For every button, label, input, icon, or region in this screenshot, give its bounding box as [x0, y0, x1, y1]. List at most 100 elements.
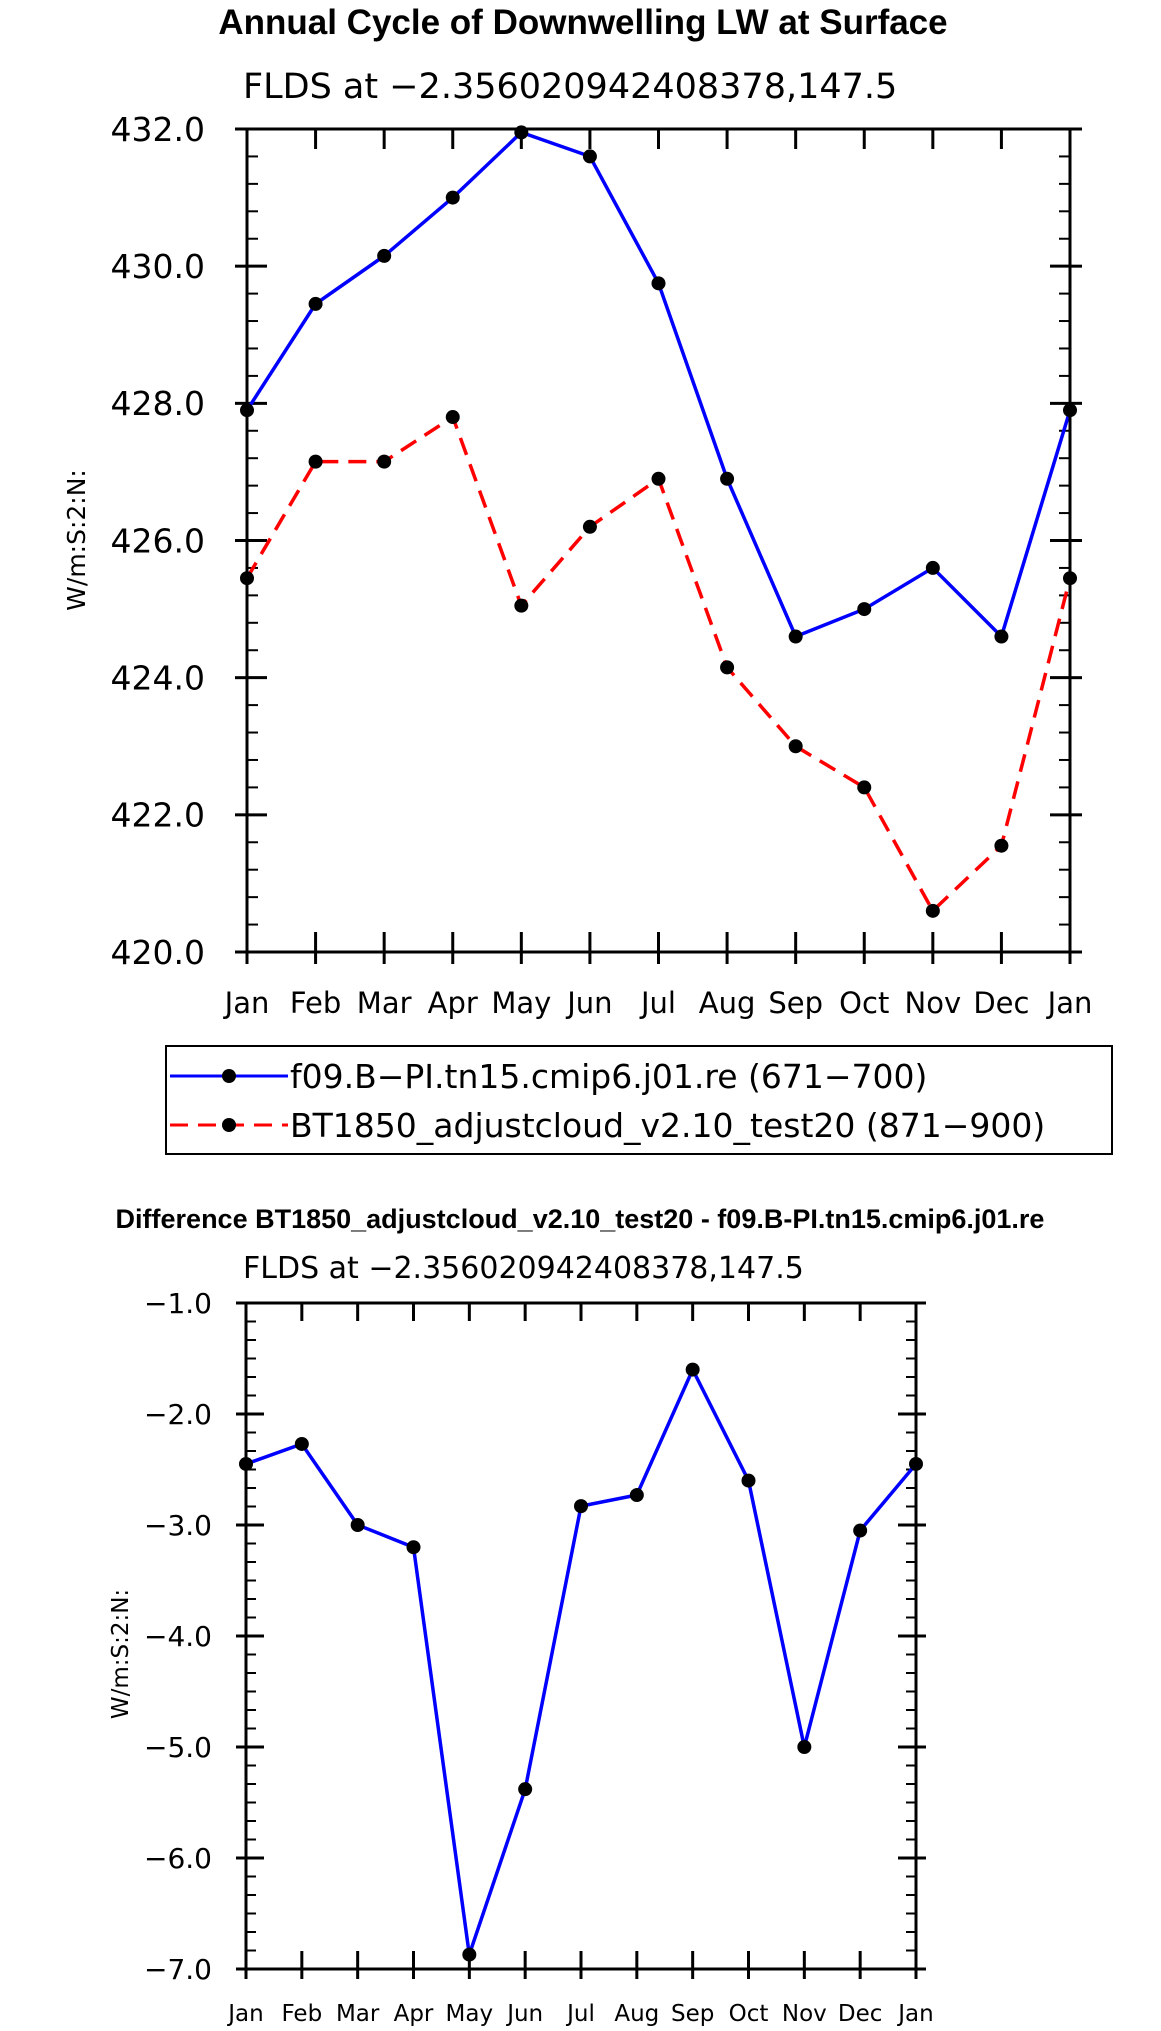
chart2-y-tick-label: −4.0 [144, 1620, 212, 1653]
chart2-series-1-point [741, 1473, 756, 1488]
legend-marker-series-1 [222, 1069, 236, 1083]
chart1-plot-frame [245, 127, 1072, 954]
chart1-series-2-point [994, 838, 1009, 853]
annual-cycle-chart: Annual Cycle of Downwelling LW at Surfac… [62, 3, 1113, 1155]
chart1-x-tick-label: Nov [905, 986, 962, 1020]
chart2-y-tick-label: −5.0 [144, 1731, 212, 1764]
chart2-x-tick-label: Feb [281, 2001, 322, 2027]
chart1-x-tick-label: Jan [223, 986, 270, 1020]
chart1-series-2-point [377, 454, 392, 469]
chart2-x-tick-label: Jul [565, 2001, 595, 2027]
legend-label-series-2: BT1850_adjustcloud_v2.10_test20 (871−900… [290, 1106, 1045, 1145]
chart1-series-1-point [857, 602, 872, 617]
chart1-y-tick-label: 428.0 [111, 384, 205, 423]
chart1-x-tick-label: Jul [639, 986, 676, 1020]
chart1-series-2-point [582, 519, 597, 534]
chart2-title: Difference BT1850_adjustcloud_v2.10_test… [116, 1204, 1045, 1234]
difference-chart: Difference BT1850_adjustcloud_v2.10_test… [108, 1204, 1044, 2027]
chart2-series-1-point [518, 1782, 533, 1797]
chart2-series-1-point [350, 1518, 365, 1532]
chart1-tick-marks [235, 127, 1082, 964]
chart2-series-1-point [462, 1947, 477, 1962]
chart1-series-1-point [925, 560, 940, 575]
chart1-series-1-point [582, 149, 597, 164]
chart1-x-tick-label: Mar [357, 986, 412, 1020]
chart1-y-tick-label: 430.0 [111, 247, 205, 286]
chart1-series-1-point [651, 276, 666, 291]
chart2-x-tick-label: Sep [671, 2001, 714, 2027]
chart2-y-tick-label: −2.0 [144, 1398, 212, 1431]
chart1-x-tick-label: Feb [290, 986, 341, 1020]
chart1-y-tick-labels: 420.0 422.0 424.0 426.0 428.0 430.0 432.0 [111, 110, 205, 972]
chart2-x-tick-label: Dec [838, 2001, 883, 2027]
chart2-y-tick-label: −6.0 [144, 1842, 212, 1875]
chart1-ylabel: W/m:S:2:N: [62, 469, 91, 611]
chart1-series-line-2 [245, 414, 1072, 914]
chart2-x-tick-label: Nov [782, 2001, 827, 2027]
chart2-x-tick-label: Oct [729, 2001, 769, 2027]
chart1-series-2-point [720, 660, 735, 675]
chart2-series-line-1 [245, 1365, 918, 1956]
chart2-series [239, 1362, 923, 1962]
chart1-series-1-point [994, 629, 1009, 644]
chart2-series-1-point [406, 1540, 421, 1555]
chart2-subtitle: FLDS at −2.356020942408378,147.5 [243, 1251, 804, 1286]
chart1-series-2-point [925, 903, 940, 918]
chart2-x-tick-label: May [446, 2001, 494, 2027]
chart1-series-2-point [308, 454, 323, 469]
chart2-x-tick-labels: Jan Feb Mar Apr May Jun Jul Aug Sep Oct Nov Dec Jan [226, 2001, 933, 2027]
chart1-subtitle: FLDS at −2.356020942408378,147.5 [243, 67, 897, 107]
chart2-x-tick-label: Jan [896, 2001, 933, 2027]
chart2-x-tick-label: Mar [336, 2001, 380, 2027]
chart1-y-tick-label: 422.0 [111, 796, 205, 835]
chart2-plot-frame [244, 1301, 918, 1971]
chart1-x-tick-label: Apr [428, 986, 478, 1020]
legend-marker-series-2 [222, 1118, 236, 1132]
chart1-series-2-point [651, 471, 666, 486]
chart1-x-tick-label: Jan [1046, 986, 1093, 1020]
chart1-x-tick-label: Jun [565, 986, 612, 1020]
legend-box [165, 1045, 1113, 1155]
chart2-tick-marks [236, 1301, 926, 1979]
chart2-series-1-point [685, 1362, 700, 1377]
chart1-series-1-point [720, 471, 735, 486]
chart1-x-tick-labels: Jan Feb Mar Apr May Jun Jul Aug Sep Oct Nov Dec Jan [223, 986, 1093, 1020]
chart1-series-1-point [377, 248, 392, 263]
chart1-series-1-point [788, 629, 803, 644]
chart2-x-tick-label: Apr [394, 2001, 434, 2027]
chart1-x-tick-label: Oct [839, 986, 889, 1020]
chart1-series-1-point [308, 296, 323, 311]
chart1-series-2-point [857, 780, 872, 795]
chart1-y-tick-label: 424.0 [111, 659, 205, 698]
chart2-series-1-point [574, 1499, 588, 1514]
chart2-ylabel: W/m:S:2:N: [108, 1589, 134, 1719]
chart1-series-1-point [445, 190, 460, 205]
chart1-title: Annual Cycle of Downwelling LW at Surfac… [218, 3, 947, 42]
chart1-series [240, 125, 1077, 918]
legend-label-series-1: f09.B−PI.tn15.cmip6.j01.re (671−700) [290, 1057, 927, 1096]
chart1-y-tick-label: 432.0 [111, 110, 205, 149]
chart2-x-tick-label: Jun [505, 2001, 543, 2027]
chart1-y-tick-label: 426.0 [111, 521, 205, 560]
chart2-y-tick-label: −1.0 [144, 1287, 212, 1320]
chart1-series-2-point [445, 410, 460, 425]
chart2-series-1-point [294, 1436, 309, 1451]
chart2-series-1-point [853, 1523, 868, 1538]
chart2-series-1-point [797, 1740, 812, 1754]
chart1-x-tick-label: May [491, 986, 551, 1020]
chart2-y-tick-label: −7.0 [144, 1953, 212, 1986]
chart2-x-tick-label: Jan [226, 2001, 263, 2027]
chart1-y-tick-label: 420.0 [111, 933, 205, 972]
chart1-legend: f09.B−PI.tn15.cmip6.j01.re (671−700) BT1… [165, 1045, 1113, 1155]
chart2-y-tick-label: −3.0 [144, 1509, 212, 1542]
chart2-x-tick-label: Aug [614, 2001, 659, 2027]
chart1-series-2-point [788, 739, 803, 754]
chart1-x-tick-label: Dec [973, 986, 1029, 1020]
chart2-y-tick-labels: −7.0 −6.0 −5.0 −4.0 −3.0 −2.0 −1.0 [144, 1287, 212, 1986]
chart2-series-1-point [629, 1488, 644, 1503]
chart1-x-tick-label: Aug [699, 986, 756, 1020]
chart1-series-line-1 [245, 130, 1072, 640]
chart1-series-2-point [514, 598, 529, 613]
chart1-x-tick-label: Sep [768, 986, 823, 1020]
